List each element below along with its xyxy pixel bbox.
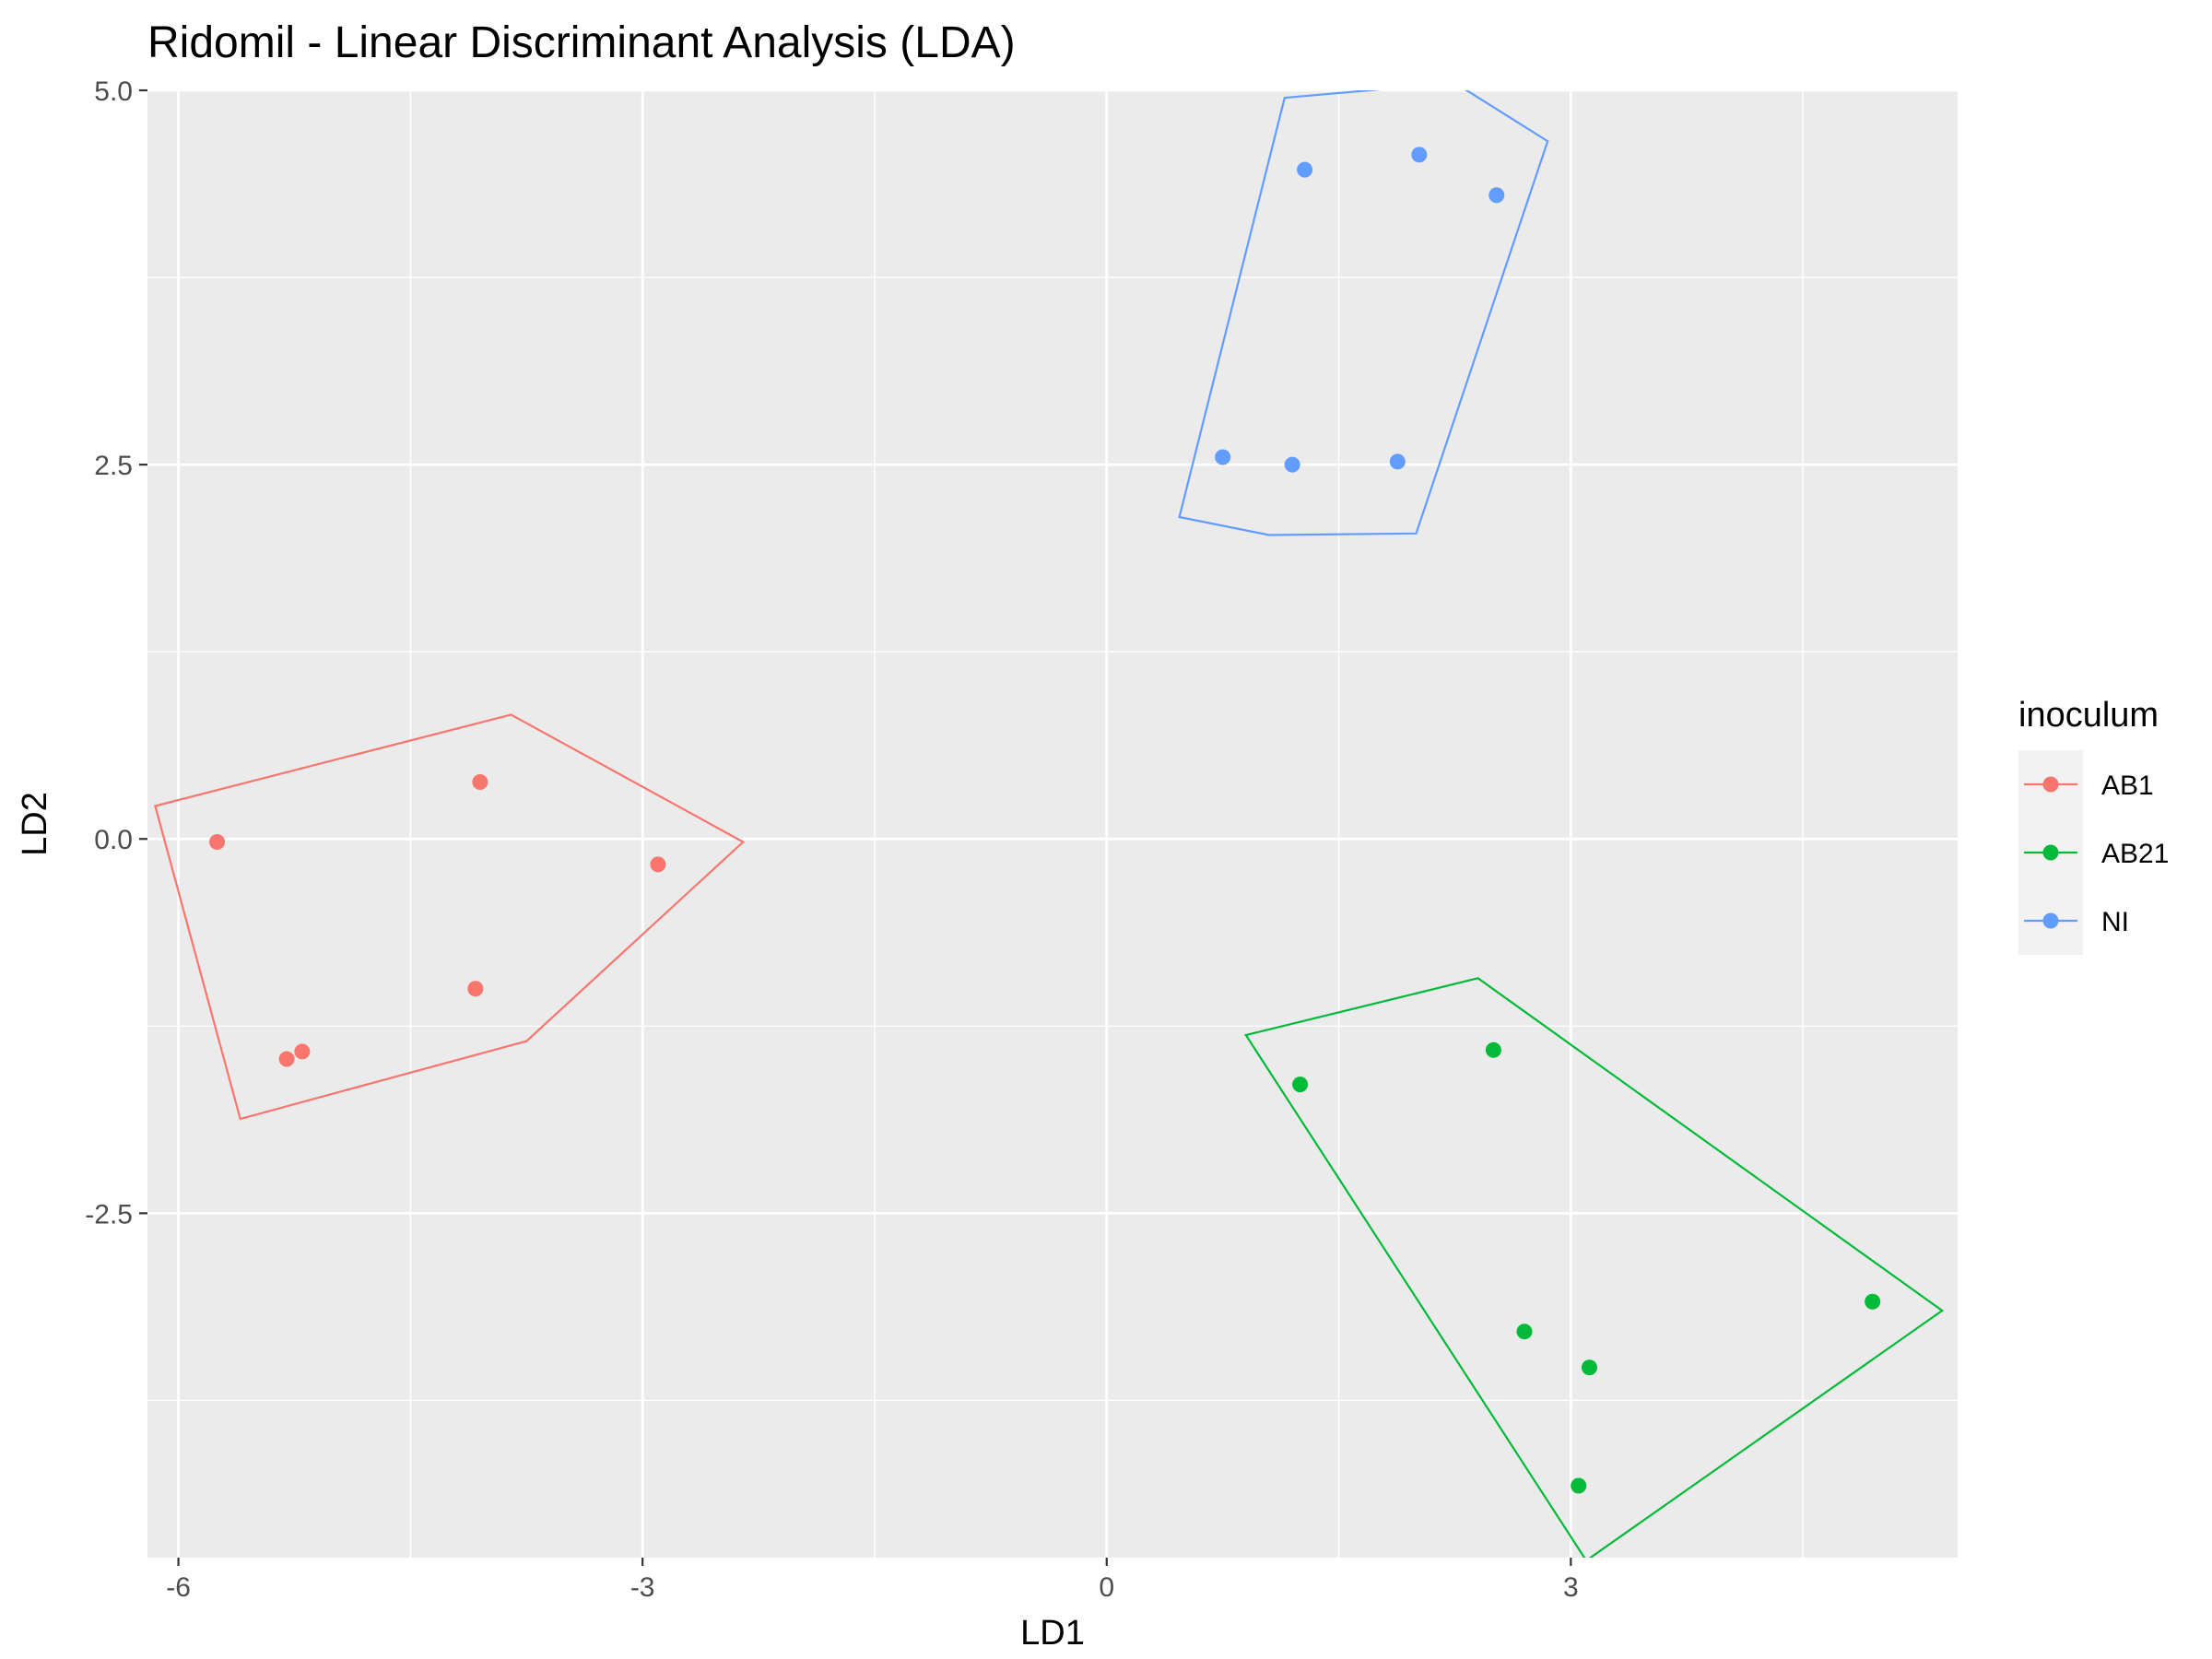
x-axis-title: LD1 bbox=[1020, 1614, 1085, 1653]
x-tick-label: -6 bbox=[166, 1572, 191, 1603]
legend-key-point bbox=[2042, 776, 2059, 793]
legend-key-point bbox=[2042, 912, 2059, 929]
grid-major bbox=[147, 88, 1958, 1558]
point-ab21 bbox=[1865, 1293, 1881, 1310]
point-ni bbox=[1215, 449, 1231, 465]
point-ni bbox=[1284, 456, 1300, 473]
hull-ab21 bbox=[1244, 977, 1945, 1558]
point-ni bbox=[1411, 147, 1428, 163]
point-ab1 bbox=[294, 1043, 311, 1060]
point-ab21 bbox=[1516, 1324, 1533, 1340]
legend-item-ab21: AB21 bbox=[2018, 818, 2169, 887]
y-tick-label: 5.0 bbox=[94, 76, 133, 107]
hulls bbox=[154, 90, 1945, 1558]
point-ab21 bbox=[1485, 1041, 1501, 1058]
grid-minor bbox=[147, 90, 1958, 1558]
legend: inoculum AB1 AB21 NI bbox=[2018, 696, 2169, 955]
x-axis: -6 -3 0 3 bbox=[166, 1558, 1579, 1603]
point-ab21 bbox=[1581, 1359, 1597, 1376]
hull-ni bbox=[1178, 90, 1549, 536]
point-ab1 bbox=[278, 1051, 295, 1067]
hull-ab1 bbox=[154, 713, 746, 1121]
y-axis-title: LD2 bbox=[16, 792, 54, 856]
legend-label: AB1 bbox=[2101, 771, 2154, 801]
x-tick-label: -3 bbox=[630, 1572, 655, 1603]
points bbox=[209, 147, 1881, 1494]
plot-panel bbox=[147, 90, 1958, 1558]
legend-label: NI bbox=[2101, 907, 2129, 937]
legend-key-point bbox=[2042, 844, 2059, 861]
legend-item-ni: NI bbox=[2018, 887, 2129, 955]
legend-item-ab1: AB1 bbox=[2018, 750, 2154, 818]
point-ni bbox=[1488, 187, 1505, 204]
point-ab21 bbox=[1292, 1077, 1309, 1093]
y-tick-label: -2.5 bbox=[85, 1199, 133, 1230]
legend-title: inoculum bbox=[2018, 696, 2159, 735]
point-ab1 bbox=[650, 856, 666, 873]
legend-label: AB21 bbox=[2101, 839, 2169, 869]
x-tick-label: 3 bbox=[1563, 1572, 1579, 1603]
y-tick-label: 2.5 bbox=[94, 451, 133, 481]
y-tick-label: 0.0 bbox=[94, 825, 133, 855]
point-ab21 bbox=[1571, 1477, 1587, 1494]
point-ni bbox=[1389, 453, 1406, 470]
point-ab1 bbox=[209, 833, 226, 850]
y-axis: -2.5 0.0 2.5 5.0 bbox=[85, 76, 147, 1230]
chart-title: Ridomil - Linear Discriminant Analysis (… bbox=[147, 18, 1016, 67]
point-ni bbox=[1297, 161, 1313, 178]
point-ab1 bbox=[467, 981, 484, 997]
x-tick-label: 0 bbox=[1099, 1572, 1114, 1603]
point-ab1 bbox=[472, 774, 488, 791]
